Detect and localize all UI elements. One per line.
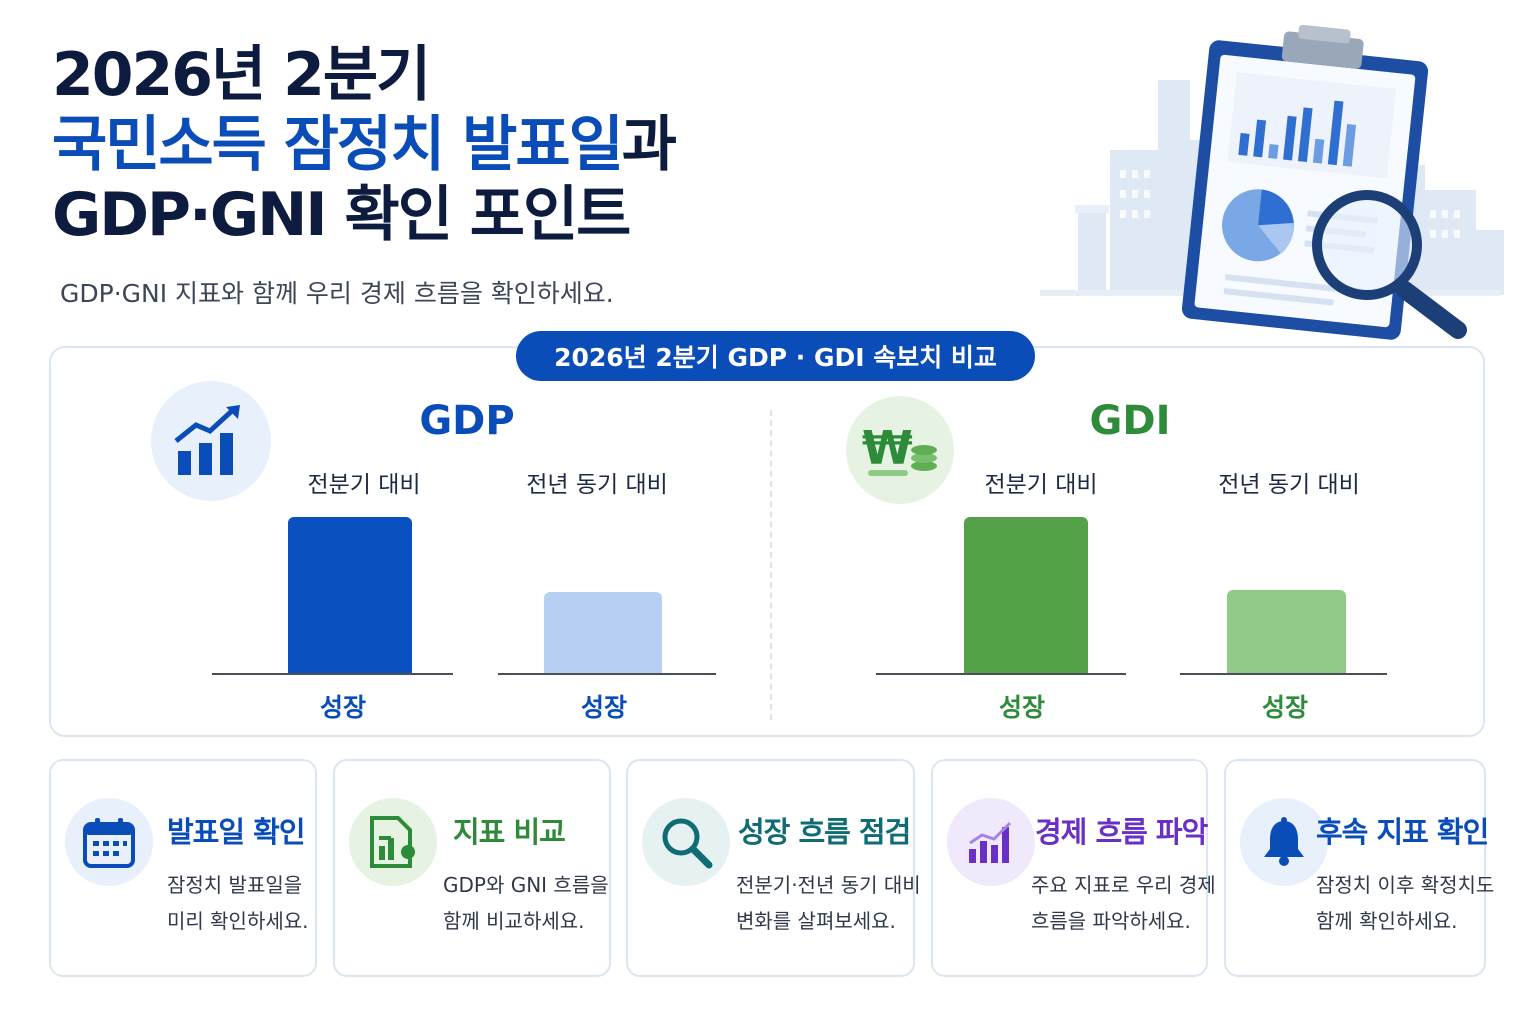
gdi-yoy-baseline — [1180, 673, 1387, 675]
gdi-qoq-bar — [964, 517, 1088, 673]
card-desc-line: 함께 확인하세요. — [1316, 909, 1458, 933]
card-title: 경제 흐름 파악 — [1035, 815, 1208, 849]
title-line-1: 2026년 2분기 — [52, 40, 431, 110]
page-title: 2026년 2분기 국민소득 잠정치 발표일과 GDP·GNI 확인 포인트 — [52, 40, 677, 250]
card-title: 후속 지표 확인 — [1316, 815, 1489, 849]
calendar-icon — [65, 798, 153, 886]
growth-chart-icon — [151, 381, 271, 501]
group-divider — [770, 410, 772, 720]
card-desc-line: 함께 비교하세요. — [443, 909, 585, 933]
gdi-yoy-bar — [1227, 590, 1346, 673]
card-desc-line: 흐름을 파악하세요. — [1031, 909, 1191, 933]
search-icon — [642, 798, 730, 886]
svg-text:₩: ₩ — [862, 421, 913, 475]
gdp-qoq-label: 전분기 대비 — [307, 472, 421, 498]
magnifier-icon — [1312, 190, 1467, 339]
gdi-yoy-label: 전년 동기 대비 — [1218, 472, 1360, 498]
title-line-3: GDP·GNI 확인 포인트 — [52, 180, 631, 250]
card-title: 지표 비교 — [453, 815, 566, 849]
won-coins-icon: ₩ — [846, 396, 954, 504]
gdp-group-title: GDP — [419, 398, 515, 444]
gdi-qoq-bar-label: 성장 — [998, 693, 1046, 722]
gdi-qoq-baseline — [876, 673, 1126, 675]
card-desc-line: 잠정치 발표일을 — [167, 873, 303, 897]
card-desc-line: 전분기·전년 동기 대비 — [736, 873, 921, 897]
gdp-qoq-bar-label: 성장 — [319, 693, 367, 722]
report-chart-icon — [349, 798, 437, 886]
gdp-qoq-bar — [288, 517, 412, 673]
title-suffix: 과 — [621, 110, 677, 180]
card-desc-line: 변화를 살펴보세요. — [736, 909, 896, 933]
card-title: 성장 흐름 점검 — [738, 815, 911, 849]
title-highlight: 국민소득 잠정치 발표일 — [52, 110, 624, 180]
card-desc-line: 주요 지표로 우리 경제 — [1031, 873, 1216, 897]
clipboard-report-illustration — [1040, 24, 1504, 340]
gdp-yoy-label: 전년 동기 대비 — [526, 472, 668, 498]
card-title: 발표일 확인 — [167, 815, 305, 849]
comparison-badge: 2026년 2분기 GDP · GDI 속보치 비교 — [516, 331, 1035, 381]
card-desc-line: 잠정치 이후 확정치도 — [1316, 873, 1495, 897]
card-desc-line: GDP와 GNI 흐름을 — [443, 873, 609, 897]
gdp-yoy-bar — [544, 592, 662, 673]
bar-chart-icon — [947, 798, 1035, 886]
gdi-qoq-label: 전분기 대비 — [984, 472, 1098, 498]
bell-icon — [1240, 798, 1328, 886]
gdp-qoq-baseline — [212, 673, 453, 675]
comparison-panel — [49, 346, 1485, 737]
gdp-yoy-bar-label: 성장 — [580, 693, 628, 722]
gdi-group-title: GDI — [1089, 398, 1171, 444]
card-desc-line: 미리 확인하세요. — [167, 909, 309, 933]
gdp-yoy-baseline — [498, 673, 716, 675]
title-line-2: 국민소득 잠정치 발표일과 — [52, 110, 677, 180]
page-subtitle: GDP·GNI 지표와 함께 우리 경제 흐름을 확인하세요. — [60, 279, 614, 308]
gdi-yoy-bar-label: 성장 — [1261, 693, 1309, 722]
